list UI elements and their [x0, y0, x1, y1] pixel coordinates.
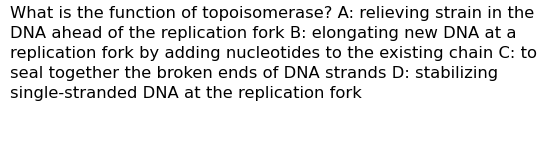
- Text: What is the function of topoisomerase? A: relieving strain in the
DNA ahead of t: What is the function of topoisomerase? A…: [10, 6, 537, 101]
